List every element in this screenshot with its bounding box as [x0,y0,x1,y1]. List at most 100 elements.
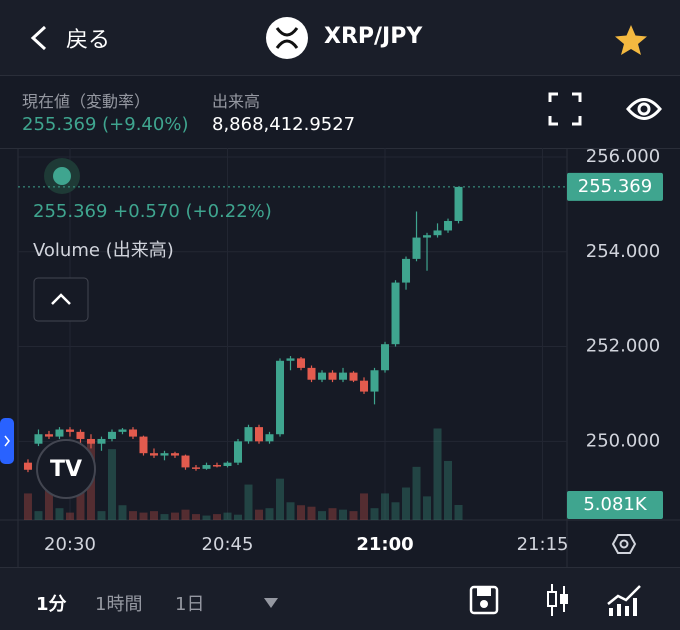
volume-bar [391,502,400,520]
volume-bar [181,509,190,520]
candle-body [76,431,85,439]
side-tab[interactable] [0,418,14,464]
live-dot [53,167,71,185]
last-volume-box [567,490,663,519]
candle-body [191,467,200,469]
interval-button[interactable]: 1日 [175,594,205,615]
volume-bar [44,484,53,520]
volume-bar [139,512,148,520]
x-tick-label: 21:00 [356,534,413,555]
candle-body [297,358,306,368]
candle-body [402,258,411,283]
candle-body [149,453,158,456]
candle-body [181,455,190,468]
candle-body [307,367,316,380]
volume-bar [212,514,221,520]
candle-body [444,220,453,231]
indicators-icon[interactable] [606,582,644,618]
header: 戻る XRP/JPY [0,0,680,76]
last-price-box [567,172,663,201]
candle-body [423,235,432,238]
volume-bar [381,493,390,520]
candle-body [233,441,242,463]
interval-dropdown[interactable] [262,596,280,610]
volume-bar [118,505,127,520]
y-tick-label: 254.000 [586,241,660,262]
price-label: 現在値（変動率） [22,92,151,111]
candle-body [370,370,379,392]
volume-bar [318,511,327,520]
y-tick-label: 250.000 [586,430,660,451]
volume-bar [23,493,32,520]
y-tick-label: 252.000 [586,336,660,357]
legend-quote: 255.369 +0.570 (+0.22%) [33,201,272,222]
chart: 255.369 +0.570 (+0.22%) Volume (出来高) TV … [0,146,680,567]
candle-body [454,186,463,221]
candle-body [212,465,221,467]
candle-body [412,237,421,259]
price-value: 255.369 (+9.40%) [22,114,189,135]
fullscreen-icon[interactable] [548,92,582,126]
chart-type-icon[interactable] [543,582,573,618]
candle-body [55,429,64,437]
volume-bar [244,484,253,520]
volume-bar [370,508,379,520]
volume-value: 8,868,412.9527 [212,114,356,135]
visibility-icon[interactable] [626,96,662,122]
volume-bar [423,496,432,520]
last-price-label: 255.369 [578,176,652,197]
coin-logo [266,17,308,59]
volume-bar [454,504,463,520]
volume-label: 出来高 [212,92,261,111]
candle-body [107,431,116,439]
favorite-star[interactable] [614,24,648,56]
volume-bar [255,509,264,520]
candle-body [339,372,348,380]
candle-body [23,462,32,470]
candle-body [128,429,137,437]
volume-bar [339,509,348,520]
candle-body [44,434,53,437]
volume-bar [297,505,306,520]
volume-bar [349,511,358,520]
settings-icon [619,539,629,549]
candle-body [381,344,390,371]
candle-body [391,282,400,345]
interval-button[interactable]: 1時間 [95,594,143,615]
candle-body [86,438,95,444]
settings-icon[interactable] [611,534,637,554]
candle-body [360,380,369,392]
candle-body [244,427,253,442]
last-volume-label: 5.081K [583,494,648,515]
volume-bar [149,511,158,520]
candle-body [170,453,179,456]
candle-body [160,453,169,456]
volume-bar [34,511,43,520]
volume-bar [233,514,242,520]
back-label[interactable]: 戻る [66,28,111,53]
save-icon[interactable] [468,584,500,616]
collapse-icon [51,293,71,305]
stats-bar: 現在値（変動率） 255.369 (+9.40%) 出来高 8,868,412.… [0,76,680,149]
volume-bar [328,508,337,520]
volume-bar [286,502,295,520]
candle-body [65,429,74,432]
volume-bar [191,514,200,520]
volume-bar [444,460,453,520]
x-tick-label: 20:30 [44,534,96,555]
collapse-button[interactable] [33,277,89,322]
volume-bar [170,512,179,520]
tv-logo[interactable] [36,439,96,499]
pair-title: XRP/JPY [324,24,423,49]
interval-button[interactable]: 1分 [36,594,67,615]
candle-body [349,372,358,381]
candle-body [433,230,442,236]
volume-bar [412,466,421,520]
volume-bar [360,493,369,520]
legend-volume: Volume (出来高) [33,240,174,261]
volume-bar [276,478,285,520]
volume-bar [223,512,232,520]
back-icon[interactable] [28,24,50,52]
volume-bar [202,515,211,520]
